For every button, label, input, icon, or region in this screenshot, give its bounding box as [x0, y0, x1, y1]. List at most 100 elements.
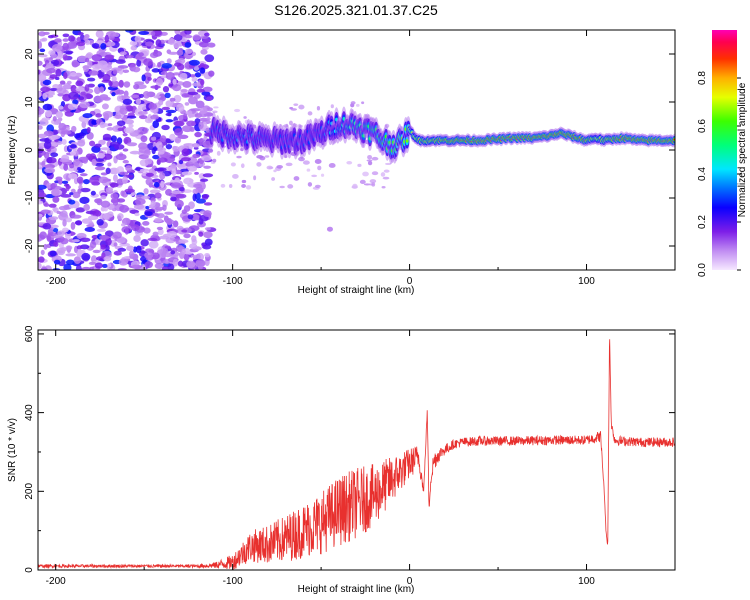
noise-blob: [208, 148, 214, 153]
noise-blob: [107, 211, 114, 218]
noise-blob: [366, 159, 373, 162]
noise-blob: [307, 111, 313, 116]
noise-blob: [113, 250, 122, 256]
noise-blob: [195, 198, 207, 204]
noise-blob: [157, 228, 164, 236]
noise-blob: [92, 209, 102, 217]
noise-blob: [285, 162, 293, 167]
noise-blob: [162, 85, 170, 93]
noise-blob: [371, 156, 379, 161]
noise-blob: [198, 121, 204, 130]
x-tick-label: -100: [223, 576, 243, 587]
noise-blob: [172, 84, 182, 92]
noise-blob: [104, 54, 114, 61]
noise-blob: [139, 93, 144, 98]
noise-blob: [38, 192, 47, 198]
noise-blob: [86, 127, 91, 134]
noise-blob: [192, 193, 197, 202]
noise-blob: [40, 86, 51, 93]
noise-blob: [288, 120, 293, 126]
noise-blob: [191, 76, 198, 83]
noise-blob: [177, 57, 186, 65]
noise-blob: [75, 207, 86, 213]
noise-blob: [79, 196, 90, 204]
noise-blob: [62, 54, 68, 61]
noise-blob: [121, 95, 130, 100]
noise-blob: [57, 105, 64, 110]
noise-blob: [173, 120, 185, 127]
noise-blob: [56, 210, 61, 215]
noise-blob: [95, 30, 104, 38]
spectrogram-x-label: Height of straight line (km): [298, 285, 415, 296]
noise-blob: [170, 250, 176, 255]
x-tick-label: 0: [407, 276, 413, 287]
noise-blob: [46, 235, 52, 242]
noise-blob: [192, 188, 199, 195]
noise-blob: [49, 88, 59, 92]
noise-blob: [191, 143, 200, 148]
noise-blob: [52, 116, 57, 122]
noise-blob: [136, 245, 142, 254]
noise-blob: [153, 146, 158, 152]
noise-blob: [189, 126, 195, 132]
noise-blob: [182, 81, 192, 88]
noise-blob: [38, 73, 47, 82]
noise-blob: [166, 231, 178, 238]
noise-blob: [99, 86, 105, 93]
noise-blob: [115, 89, 125, 95]
noise-blob: [141, 195, 151, 200]
noise-blob: [55, 111, 63, 119]
noise-blob: [133, 204, 145, 210]
noise-blob: [355, 103, 360, 107]
noise-blob: [243, 116, 247, 119]
noise-blob: [187, 91, 199, 95]
noise-blob: [44, 167, 56, 174]
noise-blob: [165, 188, 173, 196]
noise-blob: [91, 119, 98, 126]
noise-blob: [54, 38, 62, 43]
noise-blob: [129, 250, 135, 258]
noise-blob: [91, 158, 97, 166]
noise-blob: [187, 214, 194, 220]
noise-blob: [103, 256, 112, 262]
noise-blob: [259, 155, 266, 161]
noise-blob: [103, 206, 108, 212]
noise-blob: [80, 187, 91, 193]
noise-blob: [120, 190, 125, 197]
noise-blob: [369, 179, 377, 184]
noise-blob: [102, 133, 112, 141]
noise-blob: [147, 113, 152, 122]
noise-blob: [88, 261, 97, 266]
colorbar-tick-label: 0.2: [697, 215, 708, 229]
noise-blob: [194, 131, 202, 138]
noise-blob: [79, 101, 90, 109]
noise-blob: [46, 182, 52, 189]
noise-blob: [43, 203, 50, 207]
noise-blob: [162, 204, 167, 212]
noise-blob: [183, 177, 194, 185]
noise-blob: [123, 127, 135, 134]
noise-blob: [204, 252, 210, 258]
noise-blob: [39, 231, 47, 240]
noise-blob: [174, 30, 181, 35]
noise-blob: [94, 166, 106, 171]
noise-blob: [105, 41, 116, 47]
noise-blob: [199, 178, 209, 182]
noise-blob: [107, 263, 112, 268]
noise-blob: [382, 176, 390, 180]
noise-blob: [88, 70, 99, 76]
y-tick-label: -10: [24, 190, 35, 205]
noise-blob: [142, 90, 151, 99]
noise-blob: [359, 179, 366, 185]
noise-blob: [83, 65, 90, 72]
noise-blob: [161, 251, 167, 258]
noise-blob: [140, 135, 148, 143]
noise-blob: [82, 179, 90, 185]
noise-blob: [100, 147, 111, 151]
noise-blob: [40, 249, 45, 256]
noise-blob: [74, 220, 82, 225]
noise-blob: [68, 173, 78, 180]
noise-blob: [70, 72, 77, 77]
noise-blob: [56, 87, 67, 94]
